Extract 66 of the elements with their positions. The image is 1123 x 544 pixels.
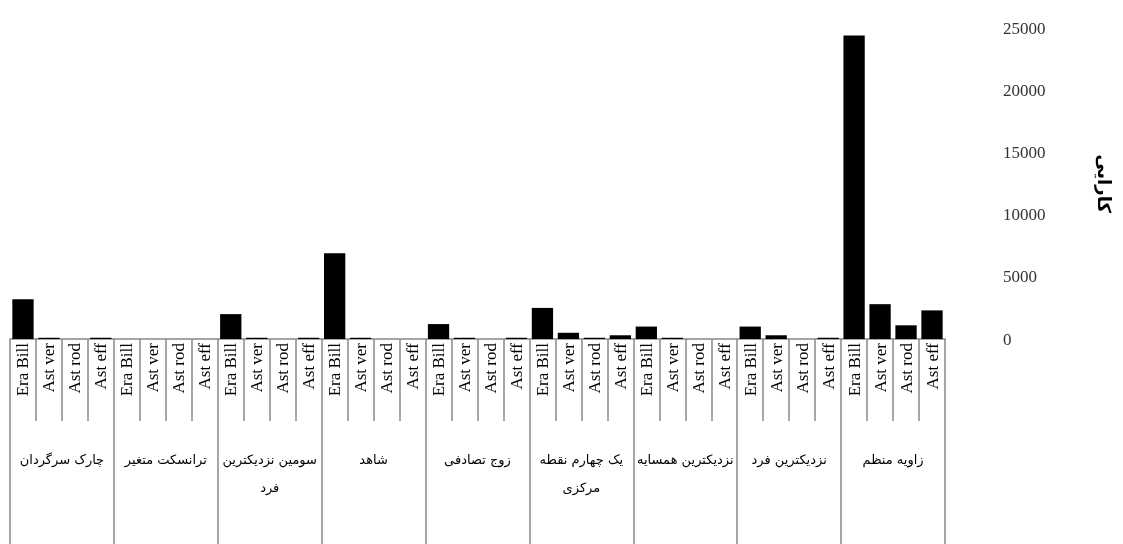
x-tick-label: Ast eff bbox=[506, 342, 526, 390]
x-tick-label: Ast eff bbox=[818, 342, 838, 390]
text: نزدیکترین همسایه bbox=[636, 451, 734, 468]
bar bbox=[895, 325, 917, 339]
x-tick-label: Ast eff bbox=[403, 342, 423, 390]
x-tick-label: Ast ver bbox=[870, 342, 890, 393]
bar bbox=[843, 35, 865, 339]
bar bbox=[739, 326, 761, 339]
x-tick-label: Ast ver bbox=[662, 342, 682, 393]
x-tick-label: Ast rod bbox=[169, 342, 189, 394]
x-tick-label: Ast rod bbox=[377, 342, 397, 394]
text: زاویه منظم bbox=[862, 451, 924, 468]
bar bbox=[557, 332, 580, 339]
y-tick-label: 20000 bbox=[1003, 80, 1046, 100]
text: زوج تصادفی bbox=[444, 451, 511, 468]
y-tick-label: 10000 bbox=[1003, 205, 1046, 225]
x-tick-label: Ast ver bbox=[247, 342, 267, 393]
y-tick-label: 25000 bbox=[1003, 18, 1046, 38]
x-tick-label: Era Bill bbox=[429, 342, 449, 397]
x-tick-label: Ast eff bbox=[714, 342, 734, 390]
x-tick-label: Era Bill bbox=[532, 342, 552, 397]
x-tick-label: Ast ver bbox=[143, 342, 163, 393]
x-tick-label: Ast eff bbox=[610, 342, 630, 390]
x-tick-label: Ast ver bbox=[558, 342, 578, 393]
bar bbox=[220, 314, 242, 339]
bar bbox=[869, 304, 891, 339]
text: چارک سرگردان bbox=[19, 451, 105, 468]
x-tick-label: Era Bill bbox=[117, 342, 137, 397]
text: ترانسکت متغیر bbox=[123, 451, 208, 468]
x-tick-label: Ast eff bbox=[91, 342, 111, 390]
x-tick-label: Ast rod bbox=[65, 342, 85, 394]
x-tick-label: Ast rod bbox=[688, 342, 708, 394]
x-tick-label: Ast ver bbox=[766, 342, 786, 393]
bar bbox=[765, 335, 787, 339]
y-tick-label: 15000 bbox=[1003, 142, 1046, 162]
y-tick-label: 5000 bbox=[1003, 267, 1037, 287]
text: یک چهارم نقطه مرکزی bbox=[539, 451, 624, 496]
bar bbox=[609, 335, 631, 339]
y-tick-label: 0 bbox=[1003, 329, 1012, 349]
x-tick-label: Era Bill bbox=[740, 342, 760, 397]
x-tick-label: Era Bill bbox=[325, 342, 345, 397]
x-tick-label: Era Bill bbox=[13, 342, 33, 397]
x-tick-label: Ast ver bbox=[455, 342, 475, 393]
x-tick-label: Ast eff bbox=[195, 342, 215, 390]
x-tick-label: Era Bill bbox=[844, 342, 864, 397]
x-tick-label: Ast ver bbox=[351, 342, 371, 393]
x-tick-label: Ast eff bbox=[299, 342, 319, 390]
x-tick-label: Era Bill bbox=[636, 342, 656, 397]
bar bbox=[12, 299, 34, 339]
bar bbox=[921, 310, 943, 339]
x-tick-label: Ast rod bbox=[896, 342, 916, 394]
bar bbox=[531, 307, 554, 339]
x-tick-label: Ast rod bbox=[480, 342, 500, 394]
text: شاهد bbox=[359, 451, 388, 467]
x-tick-label: Era Bill bbox=[221, 342, 241, 397]
bar bbox=[635, 326, 657, 339]
text: نزدیکترین فرد bbox=[751, 451, 827, 468]
x-tick-label: Ast eff bbox=[922, 342, 942, 390]
text: سومین نزدیکترین فرد bbox=[222, 451, 317, 496]
x-tick-label: Ast rod bbox=[792, 342, 812, 394]
x-tick-label: Ast ver bbox=[39, 342, 59, 393]
bar bbox=[427, 324, 450, 339]
x-tick-label: Ast rod bbox=[584, 342, 604, 394]
y-axis-title: کارایی bbox=[1093, 154, 1115, 214]
x-tick-label: Ast rod bbox=[273, 342, 293, 394]
bar bbox=[324, 253, 346, 339]
